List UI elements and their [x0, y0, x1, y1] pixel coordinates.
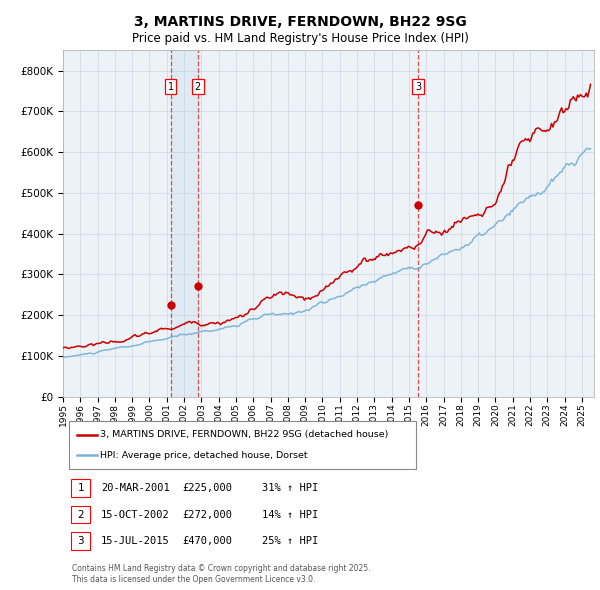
Text: 15-OCT-2002: 15-OCT-2002	[101, 510, 170, 520]
Text: 14% ↑ HPI: 14% ↑ HPI	[262, 510, 319, 520]
Text: 3, MARTINS DRIVE, FERNDOWN, BH22 9SG (detached house): 3, MARTINS DRIVE, FERNDOWN, BH22 9SG (de…	[100, 430, 389, 439]
Text: 1: 1	[77, 483, 84, 493]
Text: Contains HM Land Registry data © Crown copyright and database right 2025.
This d: Contains HM Land Registry data © Crown c…	[72, 565, 370, 584]
Text: 25% ↑ HPI: 25% ↑ HPI	[262, 536, 319, 546]
Text: 2: 2	[77, 510, 84, 520]
Text: 3: 3	[415, 81, 421, 91]
Text: £470,000: £470,000	[182, 536, 232, 546]
Text: HPI: Average price, detached house, Dorset: HPI: Average price, detached house, Dors…	[100, 451, 308, 460]
Text: £272,000: £272,000	[182, 510, 232, 520]
Text: 3: 3	[77, 536, 84, 546]
Bar	[170, 50, 198, 396]
Text: 31% ↑ HPI: 31% ↑ HPI	[262, 483, 319, 493]
FancyBboxPatch shape	[71, 532, 91, 550]
Text: 15-JUL-2015: 15-JUL-2015	[101, 536, 170, 546]
Text: 2: 2	[194, 81, 201, 91]
Text: 1: 1	[167, 81, 173, 91]
FancyBboxPatch shape	[71, 506, 91, 523]
FancyBboxPatch shape	[71, 479, 91, 497]
Text: £225,000: £225,000	[182, 483, 232, 493]
FancyBboxPatch shape	[69, 421, 416, 469]
Text: 3, MARTINS DRIVE, FERNDOWN, BH22 9SG: 3, MARTINS DRIVE, FERNDOWN, BH22 9SG	[134, 15, 466, 29]
Text: Price paid vs. HM Land Registry's House Price Index (HPI): Price paid vs. HM Land Registry's House …	[131, 32, 469, 45]
Text: 20-MAR-2001: 20-MAR-2001	[101, 483, 170, 493]
